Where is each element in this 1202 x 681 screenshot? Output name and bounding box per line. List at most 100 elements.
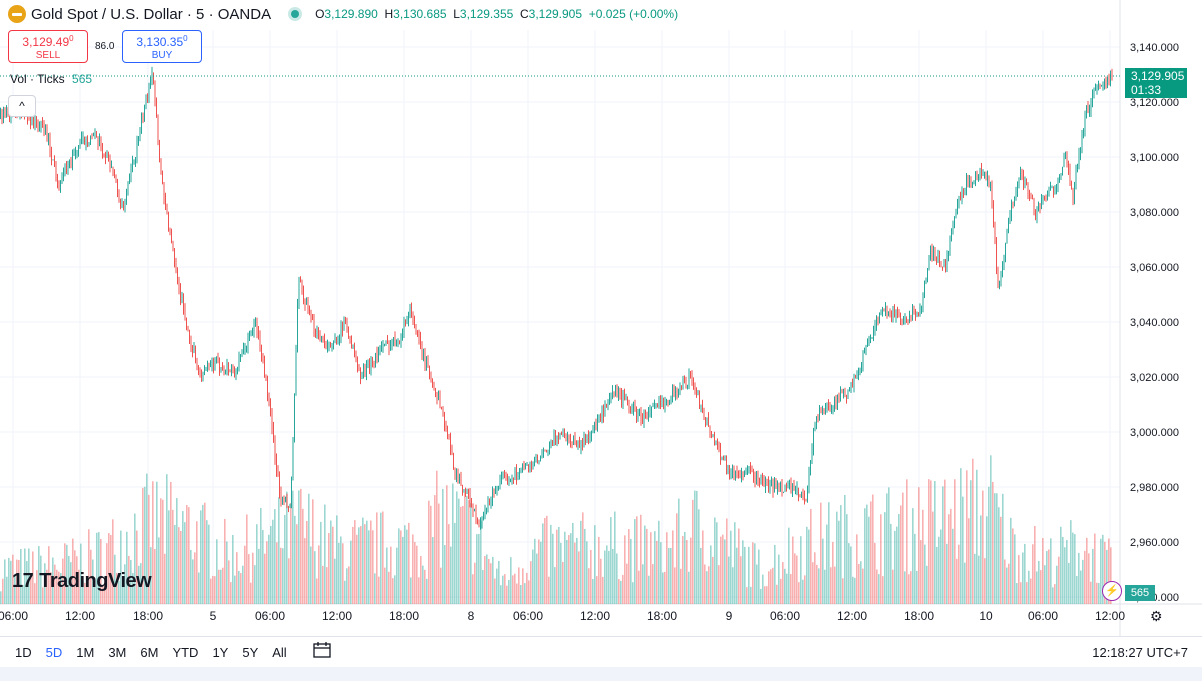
volume-bar (868, 516, 870, 604)
volume-bar (428, 500, 430, 604)
volume-bar (928, 479, 930, 604)
volume-bar (326, 567, 328, 604)
volume-bar (74, 550, 76, 604)
volume-bar (308, 493, 310, 604)
volume-bar (642, 564, 644, 604)
range-button-ytd[interactable]: YTD (172, 644, 199, 660)
range-button-1y[interactable]: 1Y (212, 644, 229, 660)
volume-bar (342, 543, 344, 604)
volume-bar (156, 481, 158, 604)
volume-bar (404, 525, 406, 604)
volume-bar (1108, 538, 1110, 604)
volume-bar (460, 506, 462, 604)
volume-bar (490, 563, 492, 604)
volume-bar (274, 509, 276, 604)
buy-button[interactable]: 3,130.350 BUY (122, 30, 202, 63)
volume-bar (1102, 534, 1104, 604)
volume-bar (562, 561, 564, 604)
volume-bar (8, 557, 10, 604)
volume-legend[interactable]: Vol · Ticks 565 (10, 72, 92, 86)
volume-bar (732, 567, 734, 604)
range-button-1m[interactable]: 1M (76, 644, 95, 660)
volume-bar (352, 526, 354, 604)
volume-bar (476, 534, 478, 604)
volume-bar (762, 574, 764, 604)
range-button-all[interactable]: All (272, 644, 287, 660)
volume-bar (192, 559, 194, 604)
volume-bar (544, 517, 546, 604)
volume-bar (234, 575, 236, 604)
volume-bar (190, 549, 192, 604)
volume-bar (1046, 551, 1048, 604)
x-tick-label: 18:00 (389, 609, 419, 623)
flash-icon[interactable]: ⚡ (1102, 581, 1122, 601)
y-tick-label: 3,000.000 (1130, 427, 1179, 439)
collapse-legend-button[interactable]: ^ (8, 95, 36, 117)
volume-bar (820, 502, 822, 604)
volume-bar (254, 565, 256, 604)
volume-bar (100, 538, 102, 604)
volume-bar (392, 578, 394, 604)
volume-bar (412, 534, 414, 604)
range-button-5d[interactable]: 5D (45, 644, 63, 660)
volume-bar (548, 576, 550, 604)
volume-bar (834, 566, 836, 604)
volume-bar (424, 569, 426, 604)
volume-bar (838, 520, 840, 604)
volume-bar (1036, 571, 1038, 604)
range-button-3m[interactable]: 3M (108, 644, 127, 660)
volume-bar (1090, 581, 1092, 604)
volume-bar (1092, 548, 1094, 604)
sell-button[interactable]: 3,129.490 SELL (8, 30, 88, 63)
volume-bar (788, 527, 790, 604)
volume-bar (918, 487, 920, 604)
volume-bar (106, 543, 108, 604)
price-chart[interactable]: 3,140.000 3,120.000 3,100.000 3,080.000 3,06… (0, 0, 1202, 636)
range-button-1d[interactable]: 1D (15, 644, 32, 660)
volume-bar (908, 574, 910, 604)
volume-bar (528, 580, 530, 604)
volume-bar (842, 578, 844, 604)
volume-bar (1080, 570, 1082, 604)
symbol-title[interactable]: Gold Spot / U.S. Dollar · 5 · OANDA (31, 5, 272, 23)
calendar-icon[interactable] (312, 641, 332, 663)
volume-bar (844, 495, 846, 604)
y-tick-label: 3,020.000 (1130, 372, 1179, 384)
volume-bar (658, 520, 660, 604)
volume-bar (200, 510, 202, 604)
volume-bar (226, 541, 228, 604)
y-tick-label: 3,040.000 (1130, 317, 1179, 329)
volume-bar (294, 515, 296, 604)
volume-bar (144, 486, 146, 604)
volume-bar (324, 504, 326, 604)
volume-bar (936, 546, 938, 604)
range-button-5y[interactable]: 5Y (242, 644, 259, 660)
clock-timezone[interactable]: 12:18:27 UTC+7 (1092, 644, 1188, 660)
volume-bar (390, 546, 392, 604)
range-button-6m[interactable]: 6M (140, 644, 159, 660)
volume-bar (410, 577, 412, 604)
volume-bar (374, 573, 376, 604)
volume-bar (902, 492, 904, 604)
spread-value: 86.0 (95, 41, 115, 52)
volume-bar (478, 533, 480, 604)
volume-bar (378, 576, 380, 604)
volume-bar (84, 582, 86, 604)
volume-bar (996, 493, 998, 604)
volume-bar (26, 561, 28, 604)
market-status-icon[interactable] (291, 10, 300, 18)
volume-bar (608, 550, 610, 604)
volume-bar (212, 575, 214, 604)
volume-bar (712, 556, 714, 604)
volume-bar (170, 481, 172, 604)
volume-bar (86, 578, 88, 604)
volume-bar (580, 520, 582, 604)
volume-bar (354, 520, 356, 604)
volume-bar (940, 529, 942, 604)
volume-bar (268, 534, 270, 604)
gear-icon[interactable]: ⚙ (1150, 608, 1163, 624)
volume-bar (282, 548, 284, 604)
volume-bar (994, 493, 996, 604)
volume-bar (1026, 582, 1028, 604)
volume-bar (344, 580, 346, 604)
